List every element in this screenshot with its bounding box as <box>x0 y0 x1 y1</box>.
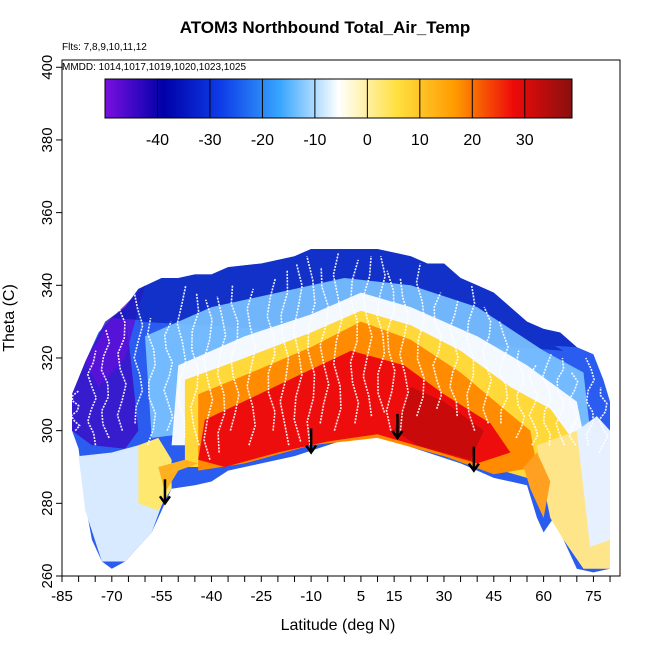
x-tick-label: -70 <box>101 588 123 605</box>
flight-trace <box>319 267 330 424</box>
flight-trace <box>349 259 360 424</box>
y-tick-label: 400 <box>39 55 56 80</box>
x-tick-label: 60 <box>535 588 552 605</box>
arrow-head <box>158 495 171 506</box>
colorbar-tick-label: 10 <box>411 132 429 149</box>
flight-trace <box>100 328 111 439</box>
ne-orange-region <box>523 452 551 518</box>
flight-trace <box>482 306 493 424</box>
flight-trace <box>415 263 426 417</box>
flight-trace <box>398 277 410 431</box>
flight-trace <box>385 270 396 431</box>
flight-trace <box>246 288 257 446</box>
flight-trace <box>116 306 127 431</box>
flight-trace <box>498 321 509 424</box>
flight-trace <box>541 354 552 446</box>
x-tick-label: 75 <box>585 588 602 605</box>
darkred-core <box>394 387 484 460</box>
x-tick-label: 5 <box>357 588 365 605</box>
flight-trace <box>70 390 81 432</box>
colorbar-tick-label: 30 <box>516 132 534 149</box>
x-tick-label: -40 <box>201 588 223 605</box>
flight-trace <box>266 277 277 431</box>
arrow-head <box>391 430 404 441</box>
flight-trace <box>86 350 98 446</box>
flight-trace <box>216 296 227 453</box>
flight-trace <box>279 270 290 446</box>
x-tick-label: 45 <box>485 588 502 605</box>
flight-trace <box>432 292 443 410</box>
x-tick-label: 15 <box>386 588 403 605</box>
flight-traces <box>70 252 609 460</box>
colorbar-tick-label: 20 <box>463 132 481 149</box>
flight-trace <box>190 292 200 446</box>
y-tick-label: 340 <box>39 273 56 298</box>
flight-trace <box>448 299 460 417</box>
flight-trace <box>332 252 343 431</box>
colorbar-gradient <box>104 78 573 119</box>
plot-frame <box>61 59 621 577</box>
chart-title: ATOM3 Northbound Total_Air_Temp <box>179 18 471 37</box>
y-tick-label: 360 <box>39 200 56 225</box>
colorbar-tick-label: -10 <box>303 132 326 149</box>
x-tick-label: -10 <box>300 588 322 605</box>
dates-note: MMDD: 1014,1017,1019,1020,1023,1025 <box>62 62 247 73</box>
flight-trace <box>598 386 609 453</box>
x-tick-label: -55 <box>151 588 173 605</box>
flight-trace <box>555 357 566 446</box>
flight-trace <box>133 292 144 424</box>
arrow-markers <box>158 413 480 506</box>
arrow-head <box>305 444 318 455</box>
x-tick-label: -25 <box>250 588 272 605</box>
colorbar-tick-label: 0 <box>363 132 372 149</box>
y-tick-label: 380 <box>39 127 56 152</box>
x-axis-label: Latitude (deg N) <box>281 617 396 634</box>
flight-trace <box>163 321 174 431</box>
sw-orange-region <box>158 459 199 493</box>
flight-trace <box>585 357 596 446</box>
colorbar-tick-label: -40 <box>146 132 169 149</box>
y-tick-label: 260 <box>39 563 56 588</box>
x-tick-label: 30 <box>436 588 453 605</box>
sw-yellow-region <box>138 437 172 511</box>
flights-note: Flts: 7,8,9,10,11,12 <box>62 42 147 53</box>
flight-trace <box>306 256 316 446</box>
flight-trace <box>568 372 579 446</box>
y-axis-label: Theta (C) <box>1 284 18 352</box>
colorbar-tick-label: -20 <box>251 132 274 149</box>
y-tick-label: 280 <box>39 491 56 516</box>
flight-trace <box>292 263 303 442</box>
flight-trace <box>375 256 387 413</box>
y-tick-label: 320 <box>39 345 56 370</box>
flight-trace <box>146 317 157 446</box>
flight-trace <box>466 285 476 431</box>
flight-trace <box>362 256 373 417</box>
x-tick-label: -85 <box>51 588 73 605</box>
flight-trace <box>229 285 240 431</box>
arrow-head <box>467 462 480 473</box>
flight-trace <box>176 285 187 438</box>
y-tick-label: 300 <box>39 418 56 443</box>
colorbar-tick-label: -30 <box>198 132 221 149</box>
